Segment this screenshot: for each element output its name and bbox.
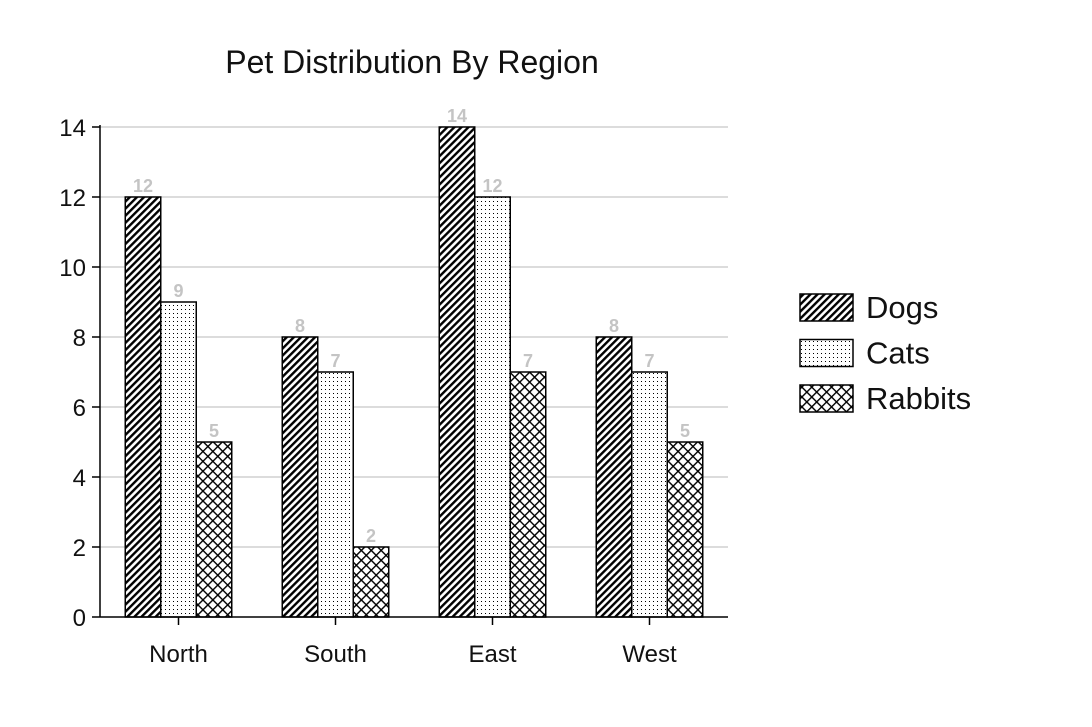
bar: [195, 441, 233, 618]
x-tick-label: West: [622, 641, 677, 668]
data-label: 14: [447, 106, 467, 126]
chart-title: Pet Distribution By Region: [225, 44, 599, 80]
bar: [595, 336, 633, 618]
bars: 12 9 5 8 7 2 14 12 7 8 7 5: [124, 106, 704, 618]
y-tick-label: 6: [73, 395, 86, 422]
y-tick-label: 2: [73, 535, 86, 562]
bar: [631, 371, 668, 618]
axes: 0 2 4 6 8 10 12 14 North South East West: [59, 115, 728, 668]
bar: [509, 371, 547, 618]
bar: [124, 196, 162, 618]
legend-label: Cats: [866, 336, 930, 371]
data-label: 8: [295, 316, 305, 336]
y-tick-label: 12: [59, 185, 86, 212]
legend-label: Dogs: [866, 290, 938, 325]
bar: [160, 301, 197, 618]
bar: [438, 126, 476, 618]
legend-swatch: [799, 384, 854, 413]
x-tick-label: East: [468, 641, 516, 668]
legend-label: Rabbits: [866, 381, 971, 416]
data-label: 8: [609, 316, 619, 336]
legend-swatch: [799, 338, 854, 368]
y-tick-label: 14: [59, 115, 86, 142]
data-label: 7: [523, 351, 533, 371]
bar: [317, 371, 354, 618]
x-tick-label: North: [149, 641, 208, 668]
data-label: 12: [482, 176, 502, 196]
y-tick-label: 0: [73, 605, 86, 632]
data-label: 9: [173, 281, 183, 301]
bar: [352, 546, 390, 618]
data-label: 7: [330, 351, 340, 371]
data-label: 5: [680, 421, 690, 441]
legend-swatch: [799, 293, 854, 322]
data-label: 7: [644, 351, 654, 371]
data-label: 2: [366, 526, 376, 546]
data-label: 12: [133, 176, 153, 196]
y-tick-label: 4: [73, 465, 86, 492]
bar: [474, 196, 511, 618]
x-tick-label: South: [304, 641, 367, 668]
bar: [666, 441, 704, 618]
bar: [281, 336, 319, 618]
data-label: 5: [209, 421, 219, 441]
y-tick-label: 8: [73, 325, 86, 352]
y-tick-label: 10: [59, 255, 86, 282]
legend: Dogs Cats Rabbits: [799, 290, 971, 416]
